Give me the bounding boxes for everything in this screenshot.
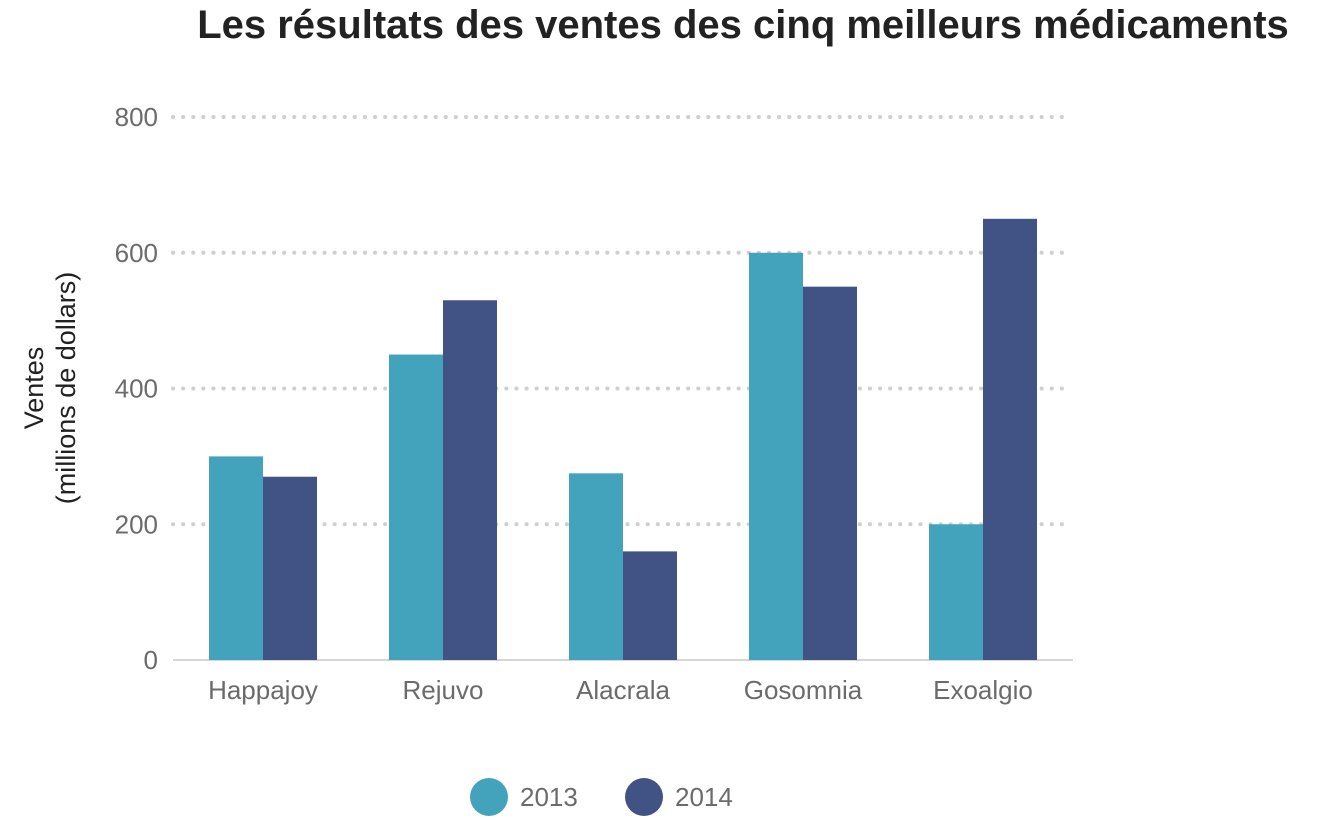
y-tick-label: 600 — [115, 238, 158, 268]
bar-2013-rejuvo — [389, 354, 443, 660]
x-tick-label: Happajoy — [208, 675, 318, 705]
y-tick-label: 400 — [115, 374, 158, 404]
legend-label-2013: 2013 — [520, 782, 578, 812]
y-tick-label: 800 — [115, 102, 158, 132]
x-tick-label: Rejuvo — [403, 675, 484, 705]
bar-2014-exoalgio — [983, 218, 1037, 660]
x-axis-ticks: Happajoy Rejuvo Alacrala Gosomnia Exoalgio — [208, 675, 1033, 705]
bar-2014-rejuvo — [443, 300, 497, 660]
y-axis-label-line-2: (millions de dollars) — [51, 272, 81, 505]
bars — [209, 218, 1037, 660]
legend-swatch-2014 — [625, 778, 663, 816]
bar-2014-alacrala — [623, 551, 677, 660]
chart-title: Les résultats des ventes des cinq meille… — [197, 3, 1289, 47]
bar-2013-gosomnia — [749, 252, 803, 660]
y-axis-ticks: 0 200 400 600 800 — [115, 102, 158, 675]
bar-2013-happajoy — [209, 456, 263, 660]
bar-2014-happajoy — [263, 476, 317, 660]
x-tick-label: Exoalgio — [933, 675, 1033, 705]
bar-2013-exoalgio — [929, 524, 983, 660]
y-axis-label-line-1: Ventes — [19, 347, 49, 430]
x-tick-label: Alacrala — [576, 675, 670, 705]
legend-label-2014: 2014 — [675, 782, 733, 812]
legend-swatch-2013 — [470, 778, 508, 816]
y-tick-label: 200 — [115, 509, 158, 539]
legend: 2013 2014 — [470, 778, 733, 816]
y-axis-label: Ventes (millions de dollars) — [19, 272, 81, 505]
x-tick-label: Gosomnia — [744, 675, 863, 705]
bar-2014-gosomnia — [803, 286, 857, 660]
y-tick-label: 0 — [144, 645, 158, 675]
bar-2013-alacrala — [569, 473, 623, 660]
